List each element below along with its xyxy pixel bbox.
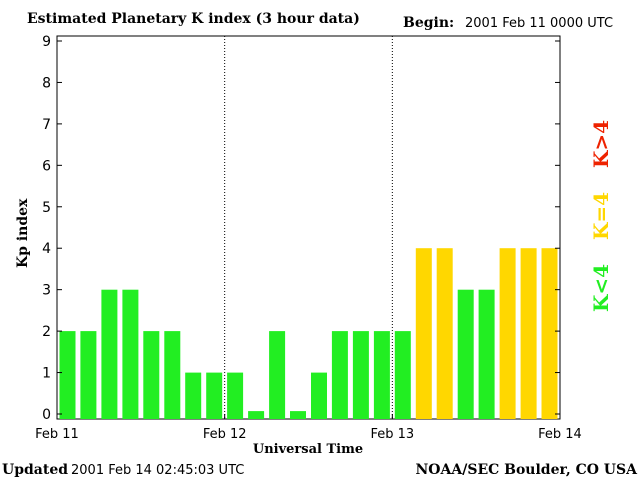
y-axis-ticks: 0 1 2 3 4 5 6 7 8 9 — [42, 34, 560, 423]
x-axis-label: Universal Time — [253, 442, 363, 457]
bar-21 — [499, 248, 516, 419]
bar-12 — [311, 372, 327, 419]
bar-7 — [206, 372, 223, 419]
begin-label: Begin: — [403, 15, 454, 31]
x-tick-label-0: Feb 11 — [35, 427, 79, 442]
legend-low: K<4 — [589, 264, 613, 312]
bar-6 — [185, 372, 202, 419]
bar-2 — [101, 289, 118, 419]
bars-group — [59, 248, 558, 419]
begin-value: 2001 Feb 11 0000 UTC — [465, 16, 613, 31]
y-tick-label-8: 8 — [42, 75, 51, 91]
bar-4 — [143, 331, 160, 419]
x-tick-label-2: Feb 13 — [370, 427, 414, 442]
bar-13 — [331, 331, 348, 419]
y-tick-label-9: 9 — [42, 34, 51, 50]
x-axis-ticks: Feb 11 Feb 12 Feb 13 Feb 14 — [35, 414, 582, 442]
y-tick-label-1: 1 — [42, 366, 51, 382]
bar-9 — [248, 411, 265, 419]
bar-1 — [80, 331, 97, 419]
bar-23 — [541, 248, 558, 419]
y-tick-label-4: 4 — [42, 241, 51, 257]
chart-title: Estimated Planetary K index (3 hour data… — [27, 11, 360, 27]
x-tick-label-3: Feb 14 — [538, 427, 582, 442]
x-tick-label-1: Feb 12 — [203, 427, 247, 442]
bar-0 — [59, 331, 76, 419]
y-tick-label-3: 3 — [42, 283, 51, 299]
updated-label: Updated — [2, 462, 68, 478]
updated-value: 2001 Feb 14 02:45:03 UTC — [71, 463, 244, 478]
bar-19 — [457, 289, 474, 419]
y-tick-label-6: 6 — [42, 158, 51, 174]
source-credit: NOAA/SEC Boulder, CO USA — [416, 462, 639, 478]
bar-20 — [478, 289, 495, 419]
bar-17 — [415, 248, 432, 419]
bar-11 — [290, 411, 306, 419]
y-tick-label-0: 0 — [42, 407, 51, 423]
bar-18 — [436, 248, 453, 419]
bar-16 — [394, 331, 411, 419]
y-tick-label-2: 2 — [42, 324, 51, 340]
y-tick-label-7: 7 — [42, 117, 51, 133]
bar-14 — [352, 331, 369, 419]
y-axis-label: Kp index — [15, 198, 31, 268]
legend-equal: K=4 — [589, 192, 613, 240]
legend-high: K>4 — [589, 120, 613, 168]
bar-10 — [269, 331, 286, 419]
day-separators — [224, 36, 393, 419]
bar-22 — [520, 248, 537, 419]
y-tick-label-5: 5 — [42, 200, 51, 216]
plot-frame — [56, 35, 561, 420]
bar-8 — [227, 372, 244, 419]
bar-3 — [122, 289, 139, 419]
bar-5 — [164, 331, 181, 419]
bar-15 — [373, 331, 390, 419]
